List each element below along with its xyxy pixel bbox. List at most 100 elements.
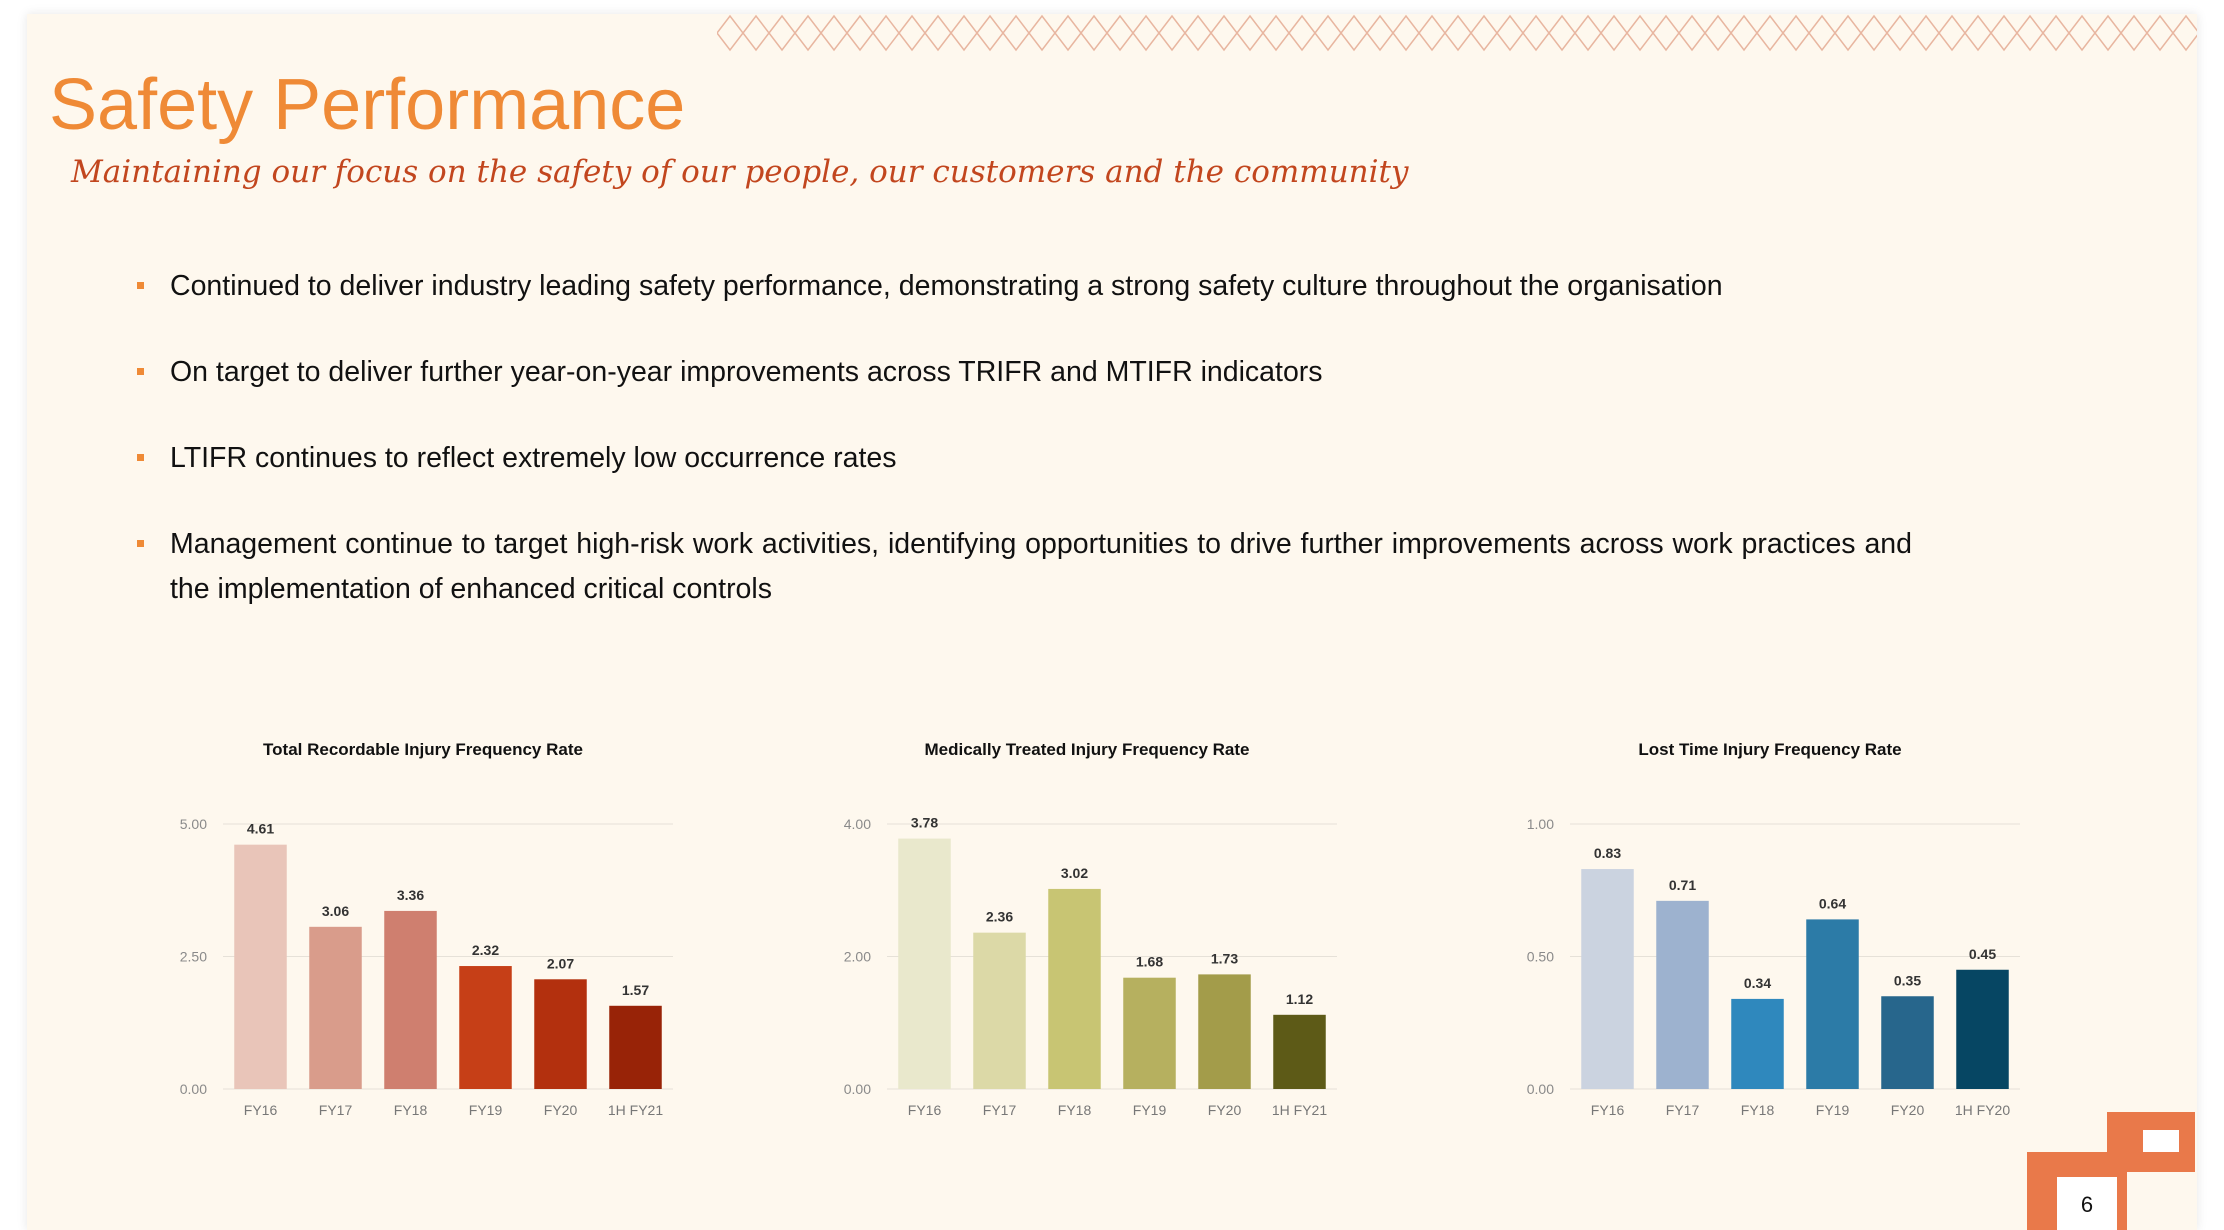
- bullet-text: On target to deliver further year-on-yea…: [170, 356, 1323, 388]
- pattern-diamond: [2120, 14, 2148, 52]
- bullet-square-icon: [137, 540, 144, 547]
- x-tick-label: FY16: [908, 1102, 942, 1118]
- pattern-diamond: [1990, 14, 2018, 52]
- x-tick-label: 1H FY21: [608, 1102, 663, 1118]
- data-label: 2.36: [986, 909, 1013, 925]
- pattern-diamond: [1678, 14, 1706, 52]
- chart-plot: 0.00 2.00 4.00 3.78 FY16 2.36 FY17 3.02 FY18 1.68…: [844, 815, 1337, 1118]
- pattern-diamond: [1652, 14, 1680, 52]
- y-tick-label: 0.00: [844, 1081, 871, 1097]
- pattern-diamond: [1366, 14, 1394, 52]
- data-label: 1.57: [622, 982, 649, 998]
- pattern-diamond: [2016, 14, 2044, 52]
- bar: [609, 1005, 662, 1089]
- data-label: 3.78: [911, 815, 938, 831]
- page-title: Safety Performance: [49, 65, 686, 145]
- pattern-diamond: [1756, 14, 1784, 52]
- x-tick-label: FY20: [1208, 1102, 1242, 1118]
- pattern-diamond: [898, 14, 926, 52]
- data-label: 0.45: [1969, 946, 1996, 962]
- x-tick-label: FY19: [1816, 1102, 1850, 1118]
- y-tick-label: 0.00: [180, 1081, 207, 1097]
- data-label: 0.34: [1744, 975, 1771, 991]
- pattern-diamond: [1262, 14, 1290, 52]
- y-tick-label: 4.00: [844, 816, 871, 832]
- pattern-diamond: [1288, 14, 1316, 52]
- x-tick-label: FY17: [983, 1102, 1017, 1118]
- pattern-diamond: [1886, 14, 1914, 52]
- pattern-diamond: [2068, 14, 2096, 52]
- x-tick-label: FY19: [1133, 1102, 1167, 1118]
- bar: [1198, 974, 1251, 1089]
- x-tick-label: 1H FY20: [1955, 1102, 2010, 1118]
- data-label: 1.68: [1136, 954, 1163, 970]
- header-pattern: [717, 14, 2197, 52]
- data-label: 3.02: [1061, 865, 1088, 881]
- pattern-diamond: [1834, 14, 1862, 52]
- pattern-diamond: [1626, 14, 1654, 52]
- pattern-diamond: [1522, 14, 1550, 52]
- bar: [1881, 996, 1934, 1089]
- chart-plot: 0.00 0.50 1.00 0.83 FY16 0.71 FY17 0.34 FY18 0.64…: [1527, 816, 2020, 1118]
- x-tick-label: FY18: [394, 1102, 428, 1118]
- bar: [1048, 888, 1101, 1089]
- x-tick-label: FY17: [1666, 1102, 1700, 1118]
- data-label: 3.36: [397, 887, 424, 903]
- y-tick-label: 0.50: [1527, 949, 1554, 965]
- bar: [1956, 969, 2009, 1089]
- data-label: 1.12: [1286, 991, 1313, 1007]
- chart-title: Lost Time Injury Frequency Rate: [1638, 740, 1902, 759]
- data-label: 0.71: [1669, 877, 1696, 893]
- bullet-item: LTIFR continues to reflect extremely low…: [137, 436, 1912, 481]
- bullet-text: Management continue to target high-risk …: [170, 528, 1912, 605]
- pattern-diamond: [1704, 14, 1732, 52]
- y-tick-label: 2.50: [180, 949, 207, 965]
- bullet-square-icon: [137, 282, 144, 289]
- pattern-diamond: [1496, 14, 1524, 52]
- bullet-item: On target to deliver further year-on-yea…: [137, 350, 1912, 395]
- pattern-diamond: [1002, 14, 1030, 52]
- bar: [1273, 1014, 1326, 1089]
- x-tick-label: FY17: [319, 1102, 353, 1118]
- pattern-diamond: [1080, 14, 1108, 52]
- pattern-diamond: [2172, 14, 2197, 52]
- pattern-diamond: [2042, 14, 2070, 52]
- pattern-diamond: [717, 14, 744, 52]
- pattern-diamond: [1574, 14, 1602, 52]
- pattern-diamond: [768, 14, 796, 52]
- bar: [1731, 998, 1784, 1089]
- pattern-diamond: [846, 14, 874, 52]
- pattern-diamond: [2146, 14, 2174, 52]
- pattern-diamond: [1236, 14, 1264, 52]
- chart-plot: 0.00 2.50 5.00 4.61 FY16 3.06 FY17 3.36 FY18 2.32…: [180, 816, 673, 1118]
- bullet-text: LTIFR continues to reflect extremely low…: [170, 442, 897, 474]
- bar: [459, 966, 512, 1089]
- pattern-diamond: [1340, 14, 1368, 52]
- y-tick-label: 1.00: [1527, 816, 1554, 832]
- pattern-diamond: [1444, 14, 1472, 52]
- x-tick-label: FY20: [544, 1102, 578, 1118]
- pattern-diamond: [1730, 14, 1758, 52]
- x-tick-label: 1H FY21: [1272, 1102, 1327, 1118]
- data-label: 4.61: [247, 821, 274, 837]
- page-subtitle: Maintaining our focus on the safety of o…: [71, 154, 1409, 190]
- bar: [234, 844, 287, 1089]
- data-label: 2.07: [547, 955, 574, 971]
- pattern-diamond: [1548, 14, 1576, 52]
- x-tick-label: FY16: [1591, 1102, 1625, 1118]
- bullet-text: Continued to deliver industry leading sa…: [170, 270, 1723, 302]
- data-label: 0.83: [1594, 845, 1621, 861]
- page-number: 6: [2057, 1177, 2117, 1230]
- pattern-diamond: [1314, 14, 1342, 52]
- pattern-diamond: [976, 14, 1004, 52]
- bar: [534, 979, 587, 1089]
- data-label: 3.06: [322, 903, 349, 919]
- pattern-diamond: [1028, 14, 1056, 52]
- bullet-item: Continued to deliver industry leading sa…: [137, 264, 1912, 309]
- slide: Safety Performance Maintaining our focus…: [27, 14, 2197, 1230]
- pattern-diamond: [1964, 14, 1992, 52]
- bar: [1581, 869, 1634, 1089]
- bar: [384, 910, 437, 1089]
- bar: [1656, 900, 1709, 1089]
- x-tick-label: FY16: [244, 1102, 278, 1118]
